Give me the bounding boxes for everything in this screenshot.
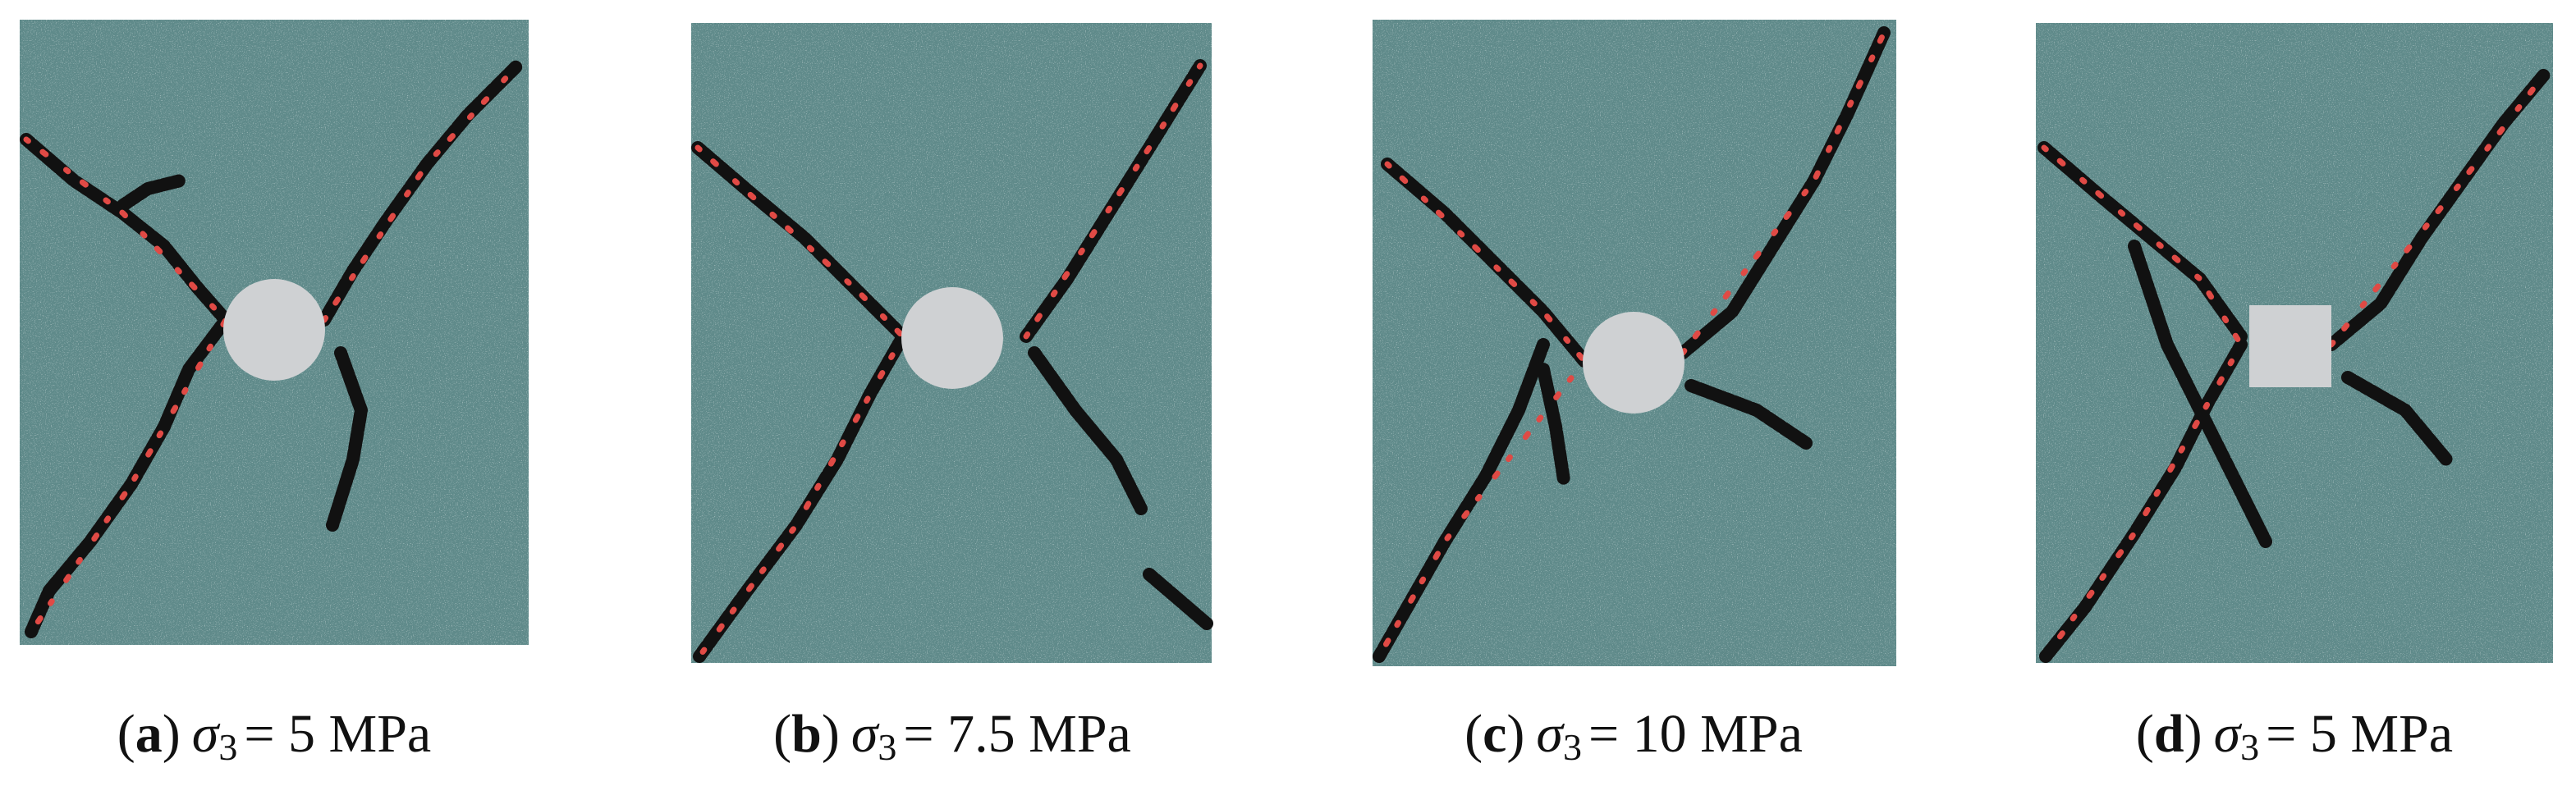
caption-part: ) xyxy=(163,704,181,764)
caption: (c) σ3 = 10 MPa xyxy=(1464,704,1803,768)
panel-b xyxy=(691,23,1213,663)
caption-part: σ xyxy=(2214,704,2243,764)
caption-part: σ xyxy=(1536,704,1565,764)
caption: (b) σ3 = 7.5 MPa xyxy=(773,704,1131,768)
caption-part: a xyxy=(135,704,163,764)
caption-part: ) xyxy=(2184,704,2202,764)
caption-part: d xyxy=(2154,704,2184,764)
caption-part: = 7.5 MPa xyxy=(903,704,1130,764)
caption-part: = 5 MPa xyxy=(2266,704,2453,764)
caption-part: ) xyxy=(1506,704,1524,764)
opening xyxy=(2249,305,2331,387)
caption-part: 3 xyxy=(218,726,237,768)
caption: (d) σ3 = 5 MPa xyxy=(2136,704,2453,768)
caption-part: = 5 MPa xyxy=(244,704,431,764)
caption-part: ( xyxy=(773,704,791,764)
caption-part: ( xyxy=(1464,704,1483,764)
caption-part: = 10 MPa xyxy=(1588,704,1803,764)
caption: (a) σ3 = 5 MPa xyxy=(117,704,431,768)
panel-d xyxy=(2036,23,2553,663)
cracks xyxy=(1373,26,1891,663)
panel-c xyxy=(1373,20,1896,666)
opening xyxy=(223,279,325,381)
cracks xyxy=(2037,67,2551,663)
caption-part: 3 xyxy=(2240,726,2259,768)
opening xyxy=(1583,312,1684,414)
caption-part: 3 xyxy=(1563,726,1582,768)
caption-part: 3 xyxy=(878,726,896,768)
caption-part: b xyxy=(791,704,822,764)
panel-a xyxy=(20,20,529,645)
caption-part: σ xyxy=(851,704,880,764)
caption-part: c xyxy=(1483,704,1506,764)
caption-part: ) xyxy=(822,704,840,764)
opening xyxy=(901,287,1003,389)
caption-part: ( xyxy=(2136,704,2154,764)
cracks xyxy=(691,59,1213,663)
caption-part: σ xyxy=(192,704,221,764)
caption-part: ( xyxy=(117,704,135,764)
